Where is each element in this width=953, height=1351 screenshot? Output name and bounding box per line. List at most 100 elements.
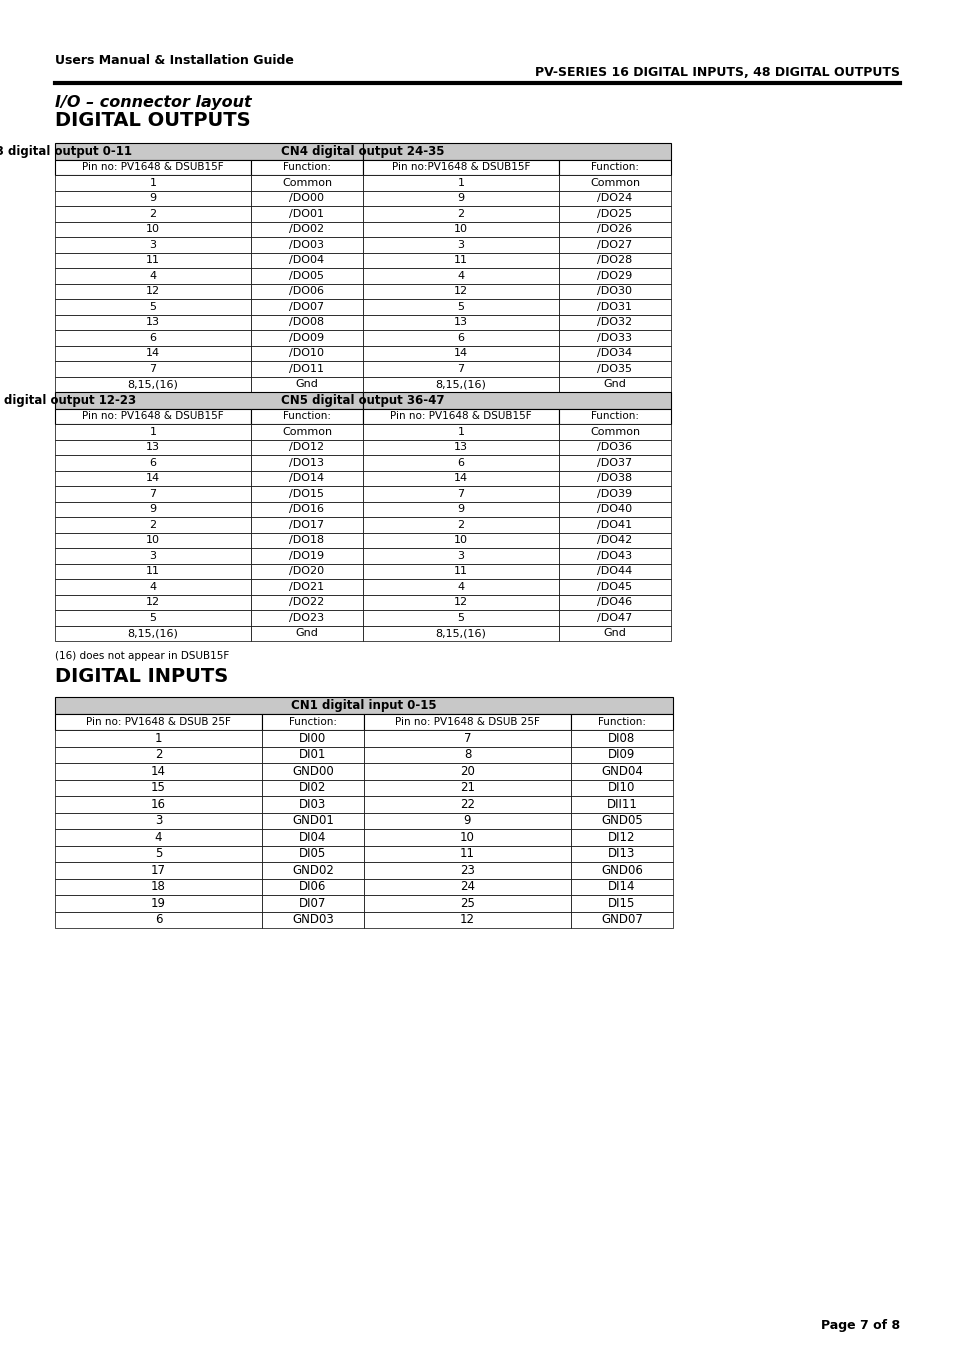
Bar xyxy=(55,143,363,159)
Text: 3: 3 xyxy=(150,551,156,561)
Text: /DO40: /DO40 xyxy=(597,504,632,515)
Text: /DO19: /DO19 xyxy=(289,551,324,561)
Bar xyxy=(571,713,672,730)
Text: 12: 12 xyxy=(454,597,468,607)
Text: GND02: GND02 xyxy=(292,863,334,877)
Bar xyxy=(251,532,363,549)
Bar xyxy=(55,713,262,730)
Bar xyxy=(558,205,670,222)
Bar xyxy=(55,894,262,912)
Bar xyxy=(55,780,262,796)
Text: /DO04: /DO04 xyxy=(289,255,324,265)
Text: 1: 1 xyxy=(154,732,162,744)
Bar xyxy=(262,796,364,812)
Bar xyxy=(55,361,251,377)
Bar xyxy=(251,424,363,439)
Text: 20: 20 xyxy=(459,765,475,778)
Text: Pin no: PV1648 & DSUB15F: Pin no: PV1648 & DSUB15F xyxy=(82,162,224,172)
Bar xyxy=(363,159,558,176)
Text: /DO06: /DO06 xyxy=(289,286,324,296)
Text: DIGITAL OUTPUTS: DIGITAL OUTPUTS xyxy=(55,111,251,130)
Text: Users Manual & Installation Guide: Users Manual & Installation Guide xyxy=(55,54,294,66)
Text: 4: 4 xyxy=(154,831,162,844)
Text: /DO31: /DO31 xyxy=(597,301,632,312)
Bar xyxy=(251,205,363,222)
Bar xyxy=(363,408,558,424)
Text: 6: 6 xyxy=(150,332,156,343)
Text: 5: 5 xyxy=(457,301,464,312)
Bar xyxy=(55,846,262,862)
Bar xyxy=(251,611,363,626)
Bar xyxy=(571,878,672,894)
Text: Pin no: PV1648 & DSUB 25F: Pin no: PV1648 & DSUB 25F xyxy=(86,717,231,727)
Text: CN4 digital output 24-35: CN4 digital output 24-35 xyxy=(281,145,444,158)
Bar xyxy=(251,222,363,236)
Bar xyxy=(558,222,670,236)
Text: CN2 digital output 12-23: CN2 digital output 12-23 xyxy=(0,393,136,407)
Bar xyxy=(251,159,363,176)
Bar xyxy=(364,862,571,878)
Text: 15: 15 xyxy=(151,781,166,794)
Text: /DO13: /DO13 xyxy=(289,458,324,467)
Bar xyxy=(251,176,363,190)
Text: 14: 14 xyxy=(454,349,468,358)
Bar xyxy=(55,563,251,580)
Text: 13: 13 xyxy=(146,442,160,453)
Text: 2: 2 xyxy=(150,520,156,530)
Text: /DO10: /DO10 xyxy=(289,349,324,358)
Text: Common: Common xyxy=(282,427,332,436)
Bar xyxy=(558,236,670,253)
Bar xyxy=(55,159,251,176)
Bar xyxy=(363,176,558,190)
Bar xyxy=(571,912,672,928)
Text: 8,15,(16): 8,15,(16) xyxy=(436,380,486,389)
Bar xyxy=(55,392,363,408)
Bar xyxy=(251,626,363,640)
Text: 18: 18 xyxy=(151,881,166,893)
Bar xyxy=(363,284,558,299)
Bar xyxy=(558,253,670,267)
Text: 5: 5 xyxy=(154,847,162,861)
Text: GND06: GND06 xyxy=(600,863,642,877)
Bar xyxy=(558,408,670,424)
Text: GND00: GND00 xyxy=(292,765,334,778)
Text: (16) does not appear in DSUB15F: (16) does not appear in DSUB15F xyxy=(55,651,229,661)
Bar xyxy=(55,205,251,222)
Bar xyxy=(251,299,363,315)
Text: Gnd: Gnd xyxy=(603,628,626,638)
Text: 12: 12 xyxy=(454,286,468,296)
Text: /DO43: /DO43 xyxy=(597,551,632,561)
Text: I/O – connector layout: I/O – connector layout xyxy=(55,95,252,109)
Text: /DO24: /DO24 xyxy=(597,193,632,203)
Text: /DO14: /DO14 xyxy=(289,473,324,484)
Bar xyxy=(571,894,672,912)
Bar xyxy=(55,611,251,626)
Text: /DO26: /DO26 xyxy=(597,224,632,234)
Bar xyxy=(363,392,670,408)
Text: 10: 10 xyxy=(146,224,160,234)
Bar xyxy=(364,878,571,894)
Text: /DO27: /DO27 xyxy=(597,239,632,250)
Text: 7: 7 xyxy=(150,489,156,499)
Text: /DO42: /DO42 xyxy=(597,535,632,546)
Text: /DO09: /DO09 xyxy=(289,332,324,343)
Text: 23: 23 xyxy=(459,863,475,877)
Text: 9: 9 xyxy=(456,193,464,203)
Text: 2: 2 xyxy=(150,209,156,219)
Text: 9: 9 xyxy=(150,193,156,203)
Bar xyxy=(55,532,251,549)
Bar xyxy=(364,713,571,730)
Text: Function:: Function: xyxy=(590,162,639,172)
Text: 11: 11 xyxy=(459,847,475,861)
Bar xyxy=(55,455,251,470)
Bar xyxy=(55,424,251,439)
Text: Gnd: Gnd xyxy=(603,380,626,389)
Text: 9: 9 xyxy=(463,815,471,827)
Text: 8,15,(16): 8,15,(16) xyxy=(436,628,486,638)
Bar xyxy=(363,626,558,640)
Text: Gnd: Gnd xyxy=(295,628,318,638)
Bar xyxy=(55,763,262,780)
Bar xyxy=(363,190,558,205)
Text: /DO15: /DO15 xyxy=(289,489,324,499)
Text: 24: 24 xyxy=(459,881,475,893)
